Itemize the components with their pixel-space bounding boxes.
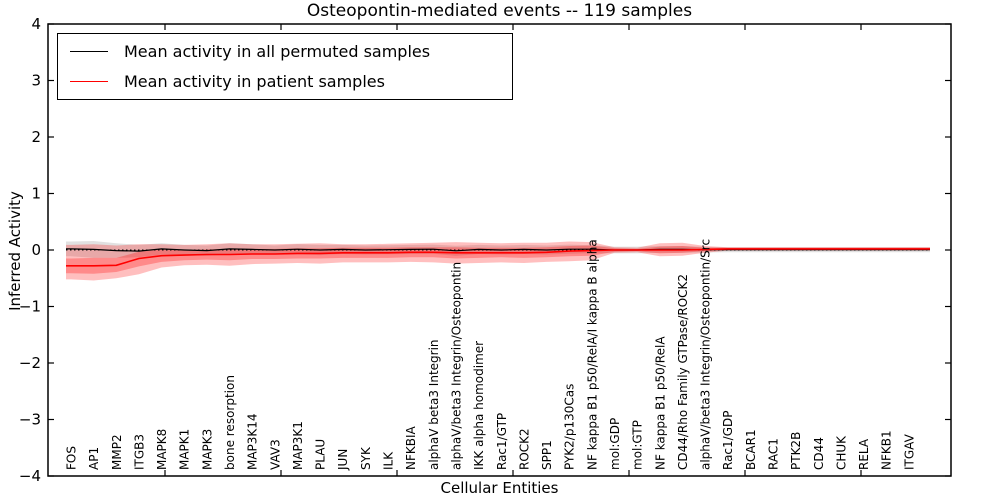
x-tick-label: IKK alpha homodimer	[472, 341, 486, 470]
x-tick-label: MMP2	[110, 434, 124, 470]
y-axis-label: Inferred Activity	[6, 191, 24, 311]
x-tick-label: VAV3	[268, 439, 282, 470]
x-tick-label: MAPK1	[178, 429, 192, 470]
legend-item-patient: Mean activity in patient samples	[70, 69, 512, 95]
x-axis-label: Cellular Entities	[440, 479, 559, 497]
x-tick-label: NF kappa B1 p50/RelA	[653, 336, 667, 470]
x-tick-label: RELA	[857, 438, 871, 470]
x-tick-label: ITGB3	[132, 434, 146, 470]
x-tick-label: PTK2B	[789, 432, 803, 470]
x-tick-label: alphaV beta3 Integrin	[427, 339, 441, 470]
patient-mean-line	[66, 248, 930, 267]
y-tick-label: −3	[19, 411, 41, 429]
x-tick-label: PYK2/p130Cas	[563, 384, 577, 470]
x-tick-label: MAP3K1	[291, 421, 305, 470]
x-tick-label: SYK	[359, 446, 373, 470]
x-tick-label: PLAU	[314, 439, 328, 470]
x-tick-label: CD44/Rho Family GTPase/ROCK2	[676, 274, 690, 470]
x-tick-label: CD44	[812, 437, 826, 470]
x-tick-label: NFKB1	[880, 430, 894, 470]
y-tick-label: −4	[19, 467, 41, 485]
legend-label-permuted: Mean activity in all permuted samples	[124, 41, 431, 61]
x-tick-label: RAC1	[767, 438, 781, 470]
chart-title: Osteopontin-mediated events -- 119 sampl…	[306, 1, 693, 21]
y-tick-label: 0	[31, 241, 41, 259]
legend: Mean activity in all permuted samples Me…	[57, 33, 513, 100]
y-tick-label: −1	[19, 298, 41, 316]
x-tick-label: NFKBIA	[404, 425, 418, 470]
legend-label-patient: Mean activity in patient samples	[124, 72, 385, 92]
x-tick-label: NF kappa B1 p50/RelA/I kappa B alpha	[585, 239, 599, 470]
x-tick-label: SPP1	[540, 440, 554, 470]
x-tick-label: Rac1/GDP	[721, 411, 735, 470]
x-tick-label: alphaV/beta3 Integrin/Osteopontin	[450, 262, 464, 470]
y-tick-label: 4	[31, 15, 41, 33]
x-tick-label: alphaV/beta3 Integrin/Osteopontin/Src	[699, 239, 713, 470]
y-tick-label: 2	[31, 128, 41, 146]
legend-line-patient-icon	[70, 81, 108, 83]
x-tick-label: MAPK8	[155, 429, 169, 470]
x-tick-label: CHUK	[834, 435, 848, 470]
patient-band-inner	[66, 245, 930, 274]
x-tick-label: JUN	[336, 449, 350, 471]
x-tick-label: FOS	[65, 446, 79, 470]
x-tick-label: ILK	[382, 451, 396, 470]
legend-item-permuted: Mean activity in all permuted samples	[70, 38, 512, 64]
y-tick-label: 3	[31, 72, 41, 90]
x-tick-label: ITGAV	[902, 433, 916, 470]
y-tick-label: −2	[19, 354, 41, 372]
x-tick-label: bone resorption	[223, 375, 237, 470]
x-tick-label: MAP3K14	[246, 413, 260, 470]
x-tick-label: BCAR1	[744, 429, 758, 470]
x-tick-label: AP1	[87, 447, 101, 470]
x-tick-label: Rac1/GTP	[495, 413, 509, 470]
x-tick-label: ROCK2	[517, 428, 531, 470]
patient-band-outer	[66, 241, 930, 281]
y-tick-label: 1	[31, 185, 41, 203]
x-tick-label: MAPK3	[200, 429, 214, 470]
x-tick-label: mol:GDP	[608, 418, 622, 470]
x-tick-label: mol:GTP	[631, 420, 645, 470]
legend-line-permuted-icon	[70, 50, 108, 52]
